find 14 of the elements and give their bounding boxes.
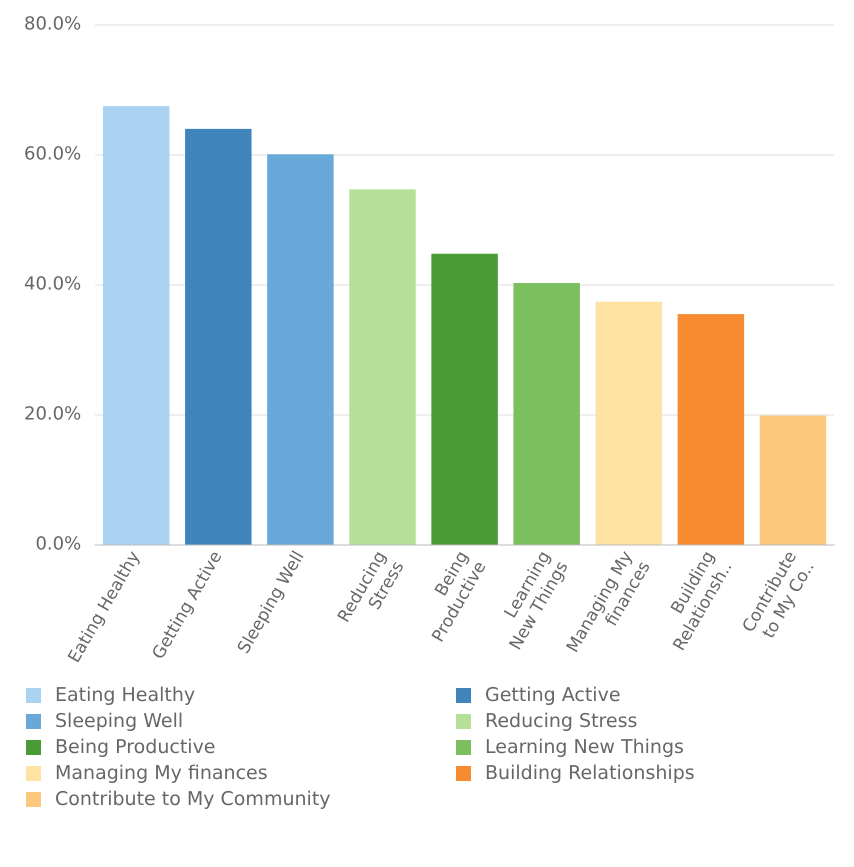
y-tick-label: 0.0% [35, 534, 82, 555]
y-tick-label: 80.0% [24, 13, 82, 34]
y-tick-label: 20.0% [24, 404, 82, 425]
legend-label: Managing My finances [55, 762, 268, 784]
legend-label: Eating Healthy [55, 684, 196, 706]
y-tick-label: 40.0% [24, 274, 82, 295]
legend-label: Being Productive [55, 736, 216, 758]
legend-label: Getting Active [485, 684, 621, 706]
legend-label: Learning New Things [485, 736, 684, 758]
legend-label: Building Relationships [485, 762, 695, 784]
legend-label: Sleeping Well [55, 710, 184, 732]
y-tick-label: 60.0% [24, 144, 82, 165]
legend-label: Contribute to My Community [55, 788, 331, 810]
legend-label: Reducing Stress [485, 710, 638, 732]
